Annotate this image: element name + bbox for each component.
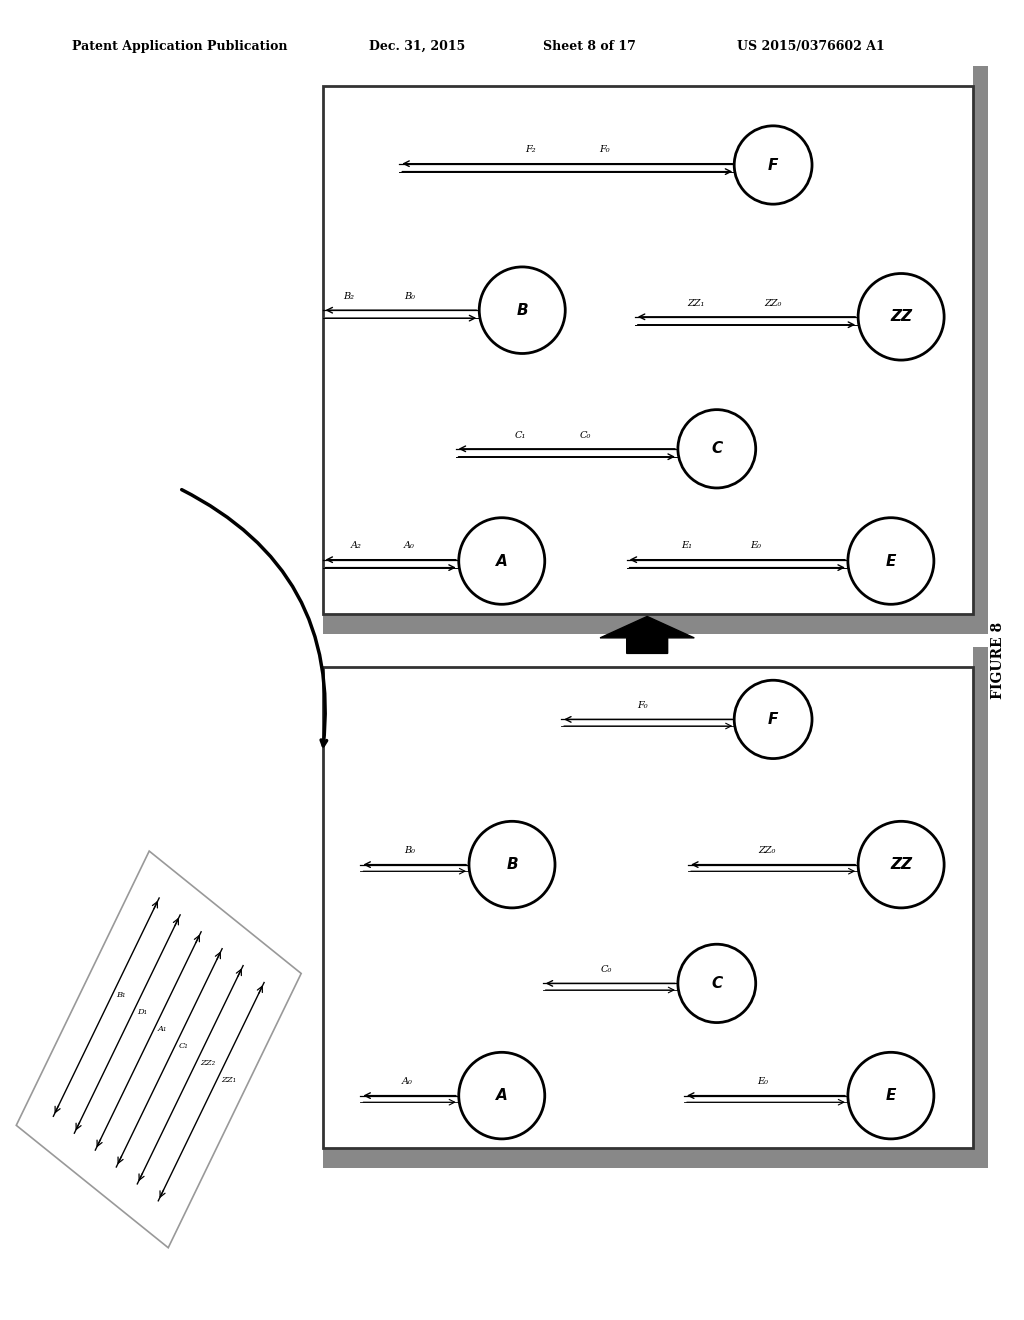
Text: D₁: D₁ [137, 1008, 147, 1016]
Ellipse shape [459, 517, 545, 605]
Text: ZZ: ZZ [890, 309, 912, 325]
Text: B₀: B₀ [404, 292, 415, 301]
Text: C: C [712, 975, 722, 991]
Ellipse shape [459, 1052, 545, 1139]
Bar [323, 667, 973, 1148]
Ellipse shape [858, 273, 944, 360]
Polygon shape [16, 851, 301, 1247]
Text: C₀: C₀ [580, 430, 592, 440]
Text: F: F [768, 711, 778, 727]
Ellipse shape [678, 944, 756, 1023]
Ellipse shape [848, 1052, 934, 1139]
Bar [323, 614, 988, 634]
Text: A₂: A₂ [351, 541, 361, 550]
Text: ZZ₂: ZZ₂ [200, 1059, 215, 1067]
Text: FIGURE 8: FIGURE 8 [991, 622, 1006, 698]
Text: C₀: C₀ [600, 965, 612, 974]
Ellipse shape [469, 821, 555, 908]
Text: A: A [496, 1088, 508, 1104]
Text: E₀: E₀ [751, 541, 761, 550]
Text: B: B [516, 302, 528, 318]
Text: E₀: E₀ [758, 1077, 768, 1086]
Text: ZZ₀: ZZ₀ [759, 846, 775, 855]
Text: E: E [886, 553, 896, 569]
Bar [973, 647, 988, 1148]
Text: F: F [768, 157, 778, 173]
Text: B₀: B₀ [404, 846, 415, 855]
Text: A₁: A₁ [158, 1026, 167, 1034]
Text: F₀: F₀ [637, 701, 647, 710]
Text: E: E [886, 1088, 896, 1104]
Bar [323, 1148, 988, 1168]
Polygon shape [600, 616, 694, 653]
Text: ZZ₁: ZZ₁ [688, 298, 705, 308]
Ellipse shape [858, 821, 944, 908]
Text: A₀: A₀ [402, 1077, 413, 1086]
Text: A₀: A₀ [404, 541, 415, 550]
Text: ZZ: ZZ [890, 857, 912, 873]
Text: C₁: C₁ [179, 1043, 188, 1051]
Text: F₂: F₂ [525, 145, 536, 154]
Text: US 2015/0376602 A1: US 2015/0376602 A1 [737, 40, 885, 53]
Text: Dec. 31, 2015: Dec. 31, 2015 [369, 40, 465, 53]
Text: B₁: B₁ [116, 991, 126, 999]
Text: C₁: C₁ [514, 430, 526, 440]
Ellipse shape [479, 267, 565, 354]
Ellipse shape [734, 125, 812, 205]
Text: B₂: B₂ [343, 292, 353, 301]
Ellipse shape [678, 409, 756, 488]
Text: A: A [496, 553, 508, 569]
Bar [323, 86, 973, 614]
Ellipse shape [848, 517, 934, 605]
Text: Sheet 8 of 17: Sheet 8 of 17 [543, 40, 636, 53]
Text: C: C [712, 441, 722, 457]
Ellipse shape [734, 680, 812, 759]
Text: ZZ₀: ZZ₀ [765, 298, 781, 308]
Text: Patent Application Publication: Patent Application Publication [72, 40, 287, 53]
Text: ZZ₁: ZZ₁ [221, 1076, 237, 1084]
Bar [973, 66, 988, 614]
Text: E₁: E₁ [682, 541, 692, 550]
Text: B: B [506, 857, 518, 873]
Text: F₀: F₀ [599, 145, 609, 154]
